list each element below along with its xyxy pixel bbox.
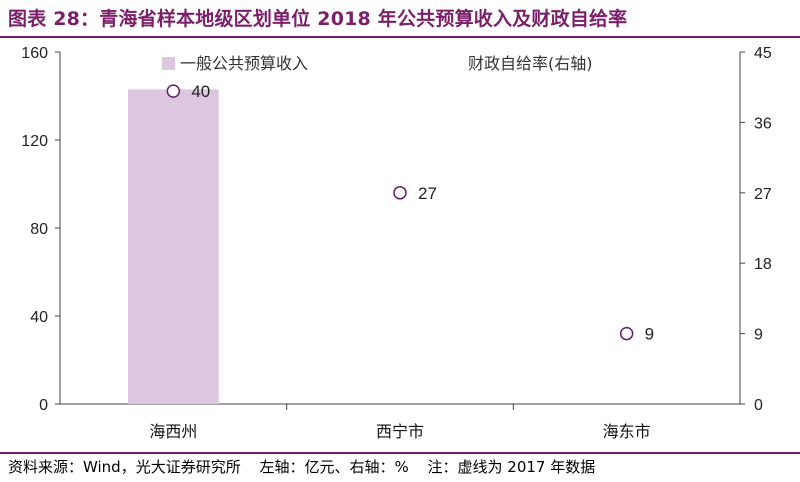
- data-label: 9: [645, 325, 654, 344]
- right-tick-label: 18: [754, 256, 772, 273]
- footer-rule: [0, 452, 800, 454]
- ratio-marker: [393, 186, 407, 200]
- chart-title: 图表 28：青海省样本地级区划单位 2018 年公共预算收入及财政自给率: [8, 8, 628, 30]
- right-tick-label: 9: [754, 327, 763, 344]
- axis-unit-note: 左轴：亿元、右轴：%: [259, 458, 409, 476]
- footer-notes: 资料来源：Wind，光大证券研究所 左轴：亿元、右轴：% 注：虚线为 2017 …: [8, 456, 609, 477]
- title-rule: [0, 36, 800, 38]
- category-label: 西宁市: [376, 422, 424, 441]
- legend-ratio-label: 财政自给率(右轴): [468, 54, 593, 73]
- legend-bar-swatch: [162, 57, 175, 70]
- category-label: 海西州: [149, 422, 197, 441]
- right-tick-label: 45: [754, 45, 772, 62]
- source-note: 资料来源：Wind，光大证券研究所: [8, 458, 241, 476]
- data-label: 27: [418, 184, 437, 203]
- dashed-line-note: 注：虚线为 2017 年数据: [427, 458, 596, 476]
- category-label: 海东市: [603, 422, 651, 441]
- ratio-marker: [166, 84, 181, 98]
- ratio-marker: [619, 326, 634, 341]
- right-tick-label: 36: [754, 115, 772, 132]
- right-tick-label: 0: [754, 397, 763, 414]
- left-tick-label: 40: [30, 309, 48, 326]
- left-tick-label: 160: [21, 45, 48, 62]
- left-tick-label: 120: [21, 133, 48, 150]
- bar: [128, 89, 219, 405]
- chart-area: 0 40 80 120 160 0 9 18 27 36 45 海西州 西宁市 海东市 40 27 9 一般公共预…: [21, 45, 772, 441]
- left-tick-label: 80: [30, 221, 48, 238]
- left-tick-label: 0: [39, 397, 48, 414]
- legend-bar-label: 一般公共预算收入: [180, 54, 308, 73]
- right-tick-label: 27: [754, 186, 772, 203]
- data-label: 40: [191, 82, 210, 101]
